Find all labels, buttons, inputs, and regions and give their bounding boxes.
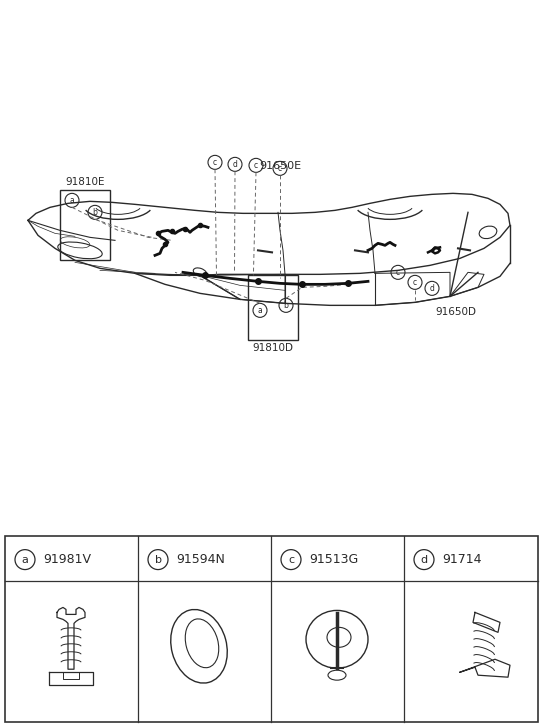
Ellipse shape (193, 268, 207, 277)
Text: 91714: 91714 (442, 553, 482, 566)
Text: b: b (283, 301, 288, 310)
Text: d: d (232, 160, 237, 169)
Text: 91650D: 91650D (435, 308, 476, 318)
Bar (248, 276, 298, 340)
Text: 91981V: 91981V (43, 553, 91, 566)
Text: c: c (213, 158, 217, 167)
Text: c: c (413, 278, 417, 287)
Text: a: a (70, 196, 74, 205)
Text: c: c (278, 164, 282, 173)
Text: a: a (257, 306, 262, 315)
Text: c: c (288, 555, 294, 565)
Text: b: b (92, 208, 97, 217)
Text: 91810E: 91810E (65, 177, 105, 188)
Text: c: c (396, 268, 400, 277)
Text: c: c (254, 161, 258, 170)
Text: a: a (22, 555, 28, 565)
Bar (60, 190, 110, 260)
Text: 91594N: 91594N (176, 553, 225, 566)
Text: d: d (420, 555, 427, 565)
Text: 91650E: 91650E (259, 161, 301, 172)
Text: 91513G: 91513G (309, 553, 358, 566)
Text: b: b (155, 555, 161, 565)
Text: 91810D: 91810D (252, 343, 294, 353)
Text: d: d (430, 284, 434, 293)
